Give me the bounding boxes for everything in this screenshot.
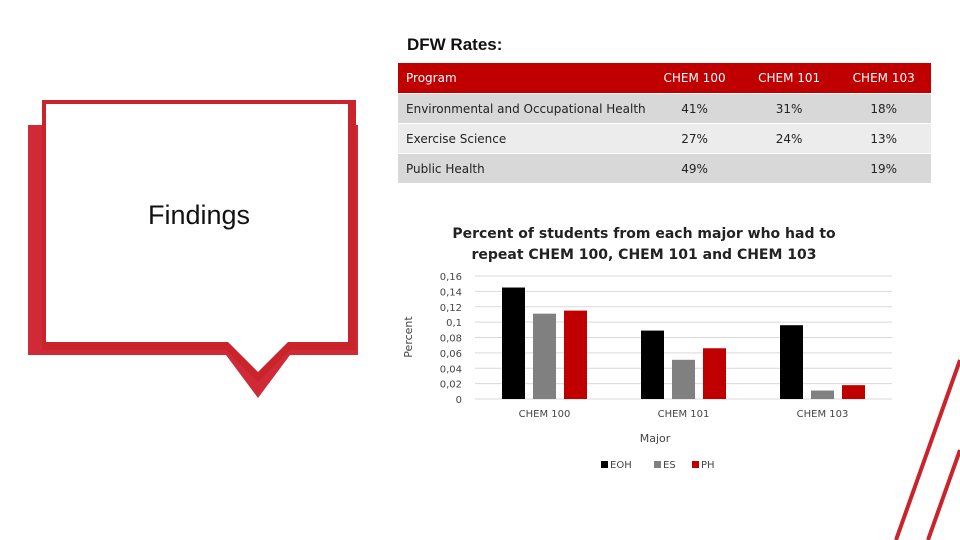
y-tick-label: 0,14	[440, 287, 462, 298]
y-tick-label: 0,1	[446, 318, 462, 329]
chart-legend: EOH ES PH	[601, 460, 715, 471]
y-tick-label: 0,02	[440, 380, 462, 391]
legend-label-ph: PH	[701, 460, 715, 471]
legend-swatch-eoh	[601, 461, 608, 468]
legend-swatch-es	[654, 461, 661, 468]
dfw-rates-table: Program CHEM 100 CHEM 101 CHEM 103 Envir…	[398, 63, 931, 183]
bar-eoh-chem-103	[780, 325, 803, 399]
corner-accent-line	[926, 449, 960, 540]
table-row: Exercise Science 27% 24% 13%	[398, 123, 931, 154]
table-row: Public Health 49% 19%	[398, 153, 931, 183]
header-chem-103: CHEM 103	[836, 63, 931, 94]
repeat-rate-bar-chart: Percent of students from each major who …	[402, 226, 892, 471]
bar-eoh-chem-100	[502, 287, 525, 399]
cell-value: 18%	[836, 93, 931, 124]
cell-program: Environmental and Occupational Health	[398, 93, 648, 124]
y-tick-label: 0,06	[440, 349, 462, 360]
cell-value: 27%	[647, 123, 742, 154]
bar-ph-chem-103	[842, 385, 865, 399]
bar-es-chem-101	[672, 359, 695, 399]
legend-label-es: ES	[663, 460, 676, 471]
cell-value: 19%	[836, 153, 931, 183]
y-axis-label: Percent	[402, 316, 415, 358]
cell-value	[741, 153, 837, 183]
y-tick-label: 0,12	[440, 303, 462, 314]
bar-es-chem-100	[533, 313, 556, 399]
legend-swatch-ph	[692, 461, 699, 468]
bar-ph-chem-101	[703, 348, 726, 399]
legend-label-eoh: EOH	[610, 460, 632, 471]
y-tick-label: 0,16	[440, 272, 462, 283]
y-tick-label: 0,08	[440, 334, 462, 345]
bar-ph-chem-100	[564, 310, 587, 399]
cell-value: 24%	[741, 123, 837, 154]
x-axis-label: Major	[640, 432, 671, 445]
table-header-row: Program CHEM 100 CHEM 101 CHEM 103	[398, 63, 931, 94]
cell-program: Exercise Science	[398, 123, 648, 154]
chart-title-line-2: repeat CHEM 100, CHEM 101 and CHEM 103	[471, 247, 816, 263]
cell-value: 41%	[647, 93, 742, 124]
cell-value: 31%	[741, 93, 837, 124]
cell-program: Public Health	[398, 153, 648, 183]
chart-title-line-1: Percent of students from each major who …	[452, 226, 836, 242]
findings-title: Findings	[148, 200, 251, 230]
cell-value: 49%	[647, 153, 742, 183]
x-category-label: CHEM 100	[519, 409, 571, 420]
plot-area: 0 0,02 0,04 0,06 0,08 0,1 0,12 0,14 0,16 CHEM 100…	[440, 272, 892, 420]
header-program: Program	[398, 63, 648, 94]
corner-accent-line	[894, 359, 960, 540]
x-category-label: CHEM 101	[658, 409, 710, 420]
bar-eoh-chem-101	[641, 330, 664, 399]
table-row: Environmental and Occupational Health 41…	[398, 93, 931, 124]
header-chem-100: CHEM 100	[647, 63, 742, 94]
y-tick-label: 0,04	[440, 364, 462, 375]
header-chem-101: CHEM 101	[741, 63, 837, 94]
cell-value: 13%	[836, 123, 931, 154]
bar-es-chem-103	[811, 390, 834, 399]
table-heading: DFW Rates:	[407, 35, 503, 54]
callout-inner	[46, 104, 348, 372]
y-tick-label: 0	[456, 395, 462, 406]
x-category-label: CHEM 103	[797, 409, 849, 420]
